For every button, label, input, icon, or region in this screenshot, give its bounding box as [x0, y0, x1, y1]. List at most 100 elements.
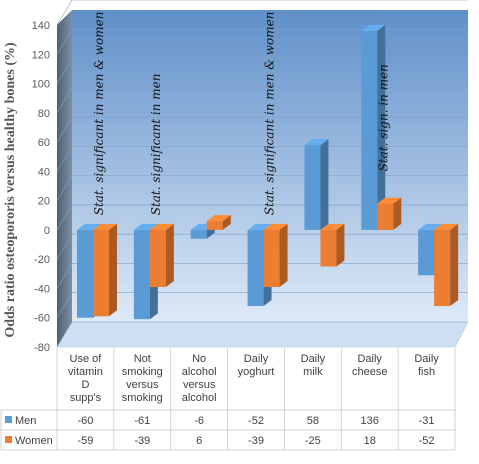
- bar-women: [377, 197, 402, 230]
- data-label: -31: [419, 415, 435, 427]
- bar-men: [361, 24, 386, 230]
- gridline-side: [56, 234, 73, 260]
- data-label: 6: [196, 435, 202, 447]
- bar-front: [190, 229, 207, 239]
- x-tick-label: Daily milk: [301, 353, 326, 378]
- data-label: -59: [77, 435, 93, 447]
- bar-front: [247, 229, 264, 307]
- x-tick-label: Daily yoghurt: [238, 353, 275, 378]
- bar-front: [263, 229, 280, 287]
- bar-top: [263, 223, 288, 230]
- bars: [77, 24, 459, 320]
- y-tick-label: 0: [44, 225, 50, 237]
- x-tick-label: Daily cheese: [352, 353, 387, 378]
- bar-side: [279, 223, 288, 287]
- bar-women: [263, 223, 288, 287]
- bar-side: [450, 223, 459, 307]
- bar-front: [133, 229, 150, 320]
- y-tick-label: 40: [38, 166, 50, 178]
- bar-front: [418, 229, 435, 276]
- bar-side: [320, 139, 329, 230]
- data-label: 18: [364, 435, 376, 447]
- x-tick-label: Daily fish: [414, 353, 439, 378]
- bar-top: [149, 223, 174, 230]
- data-label: -25: [305, 435, 321, 447]
- data-label: 58: [307, 415, 319, 427]
- bar-women: [93, 223, 117, 317]
- bar-front: [320, 229, 337, 267]
- bar-women: [320, 223, 345, 267]
- data-label: -6: [194, 415, 204, 427]
- y-tick-label: -80: [34, 342, 50, 354]
- gridline-side: [56, 58, 73, 84]
- bar-side: [222, 215, 231, 230]
- legend-swatch: [5, 436, 12, 443]
- data-label: 136: [361, 415, 379, 427]
- y-tick-label: 60: [38, 137, 50, 149]
- gridline-side: [56, 292, 73, 318]
- bar-front: [377, 203, 394, 230]
- data-label: -61: [134, 415, 150, 427]
- bar-front: [304, 145, 321, 230]
- annotation: Stat. sign. in men: [376, 64, 390, 171]
- y-tick-label: -20: [34, 254, 50, 266]
- bar-front: [206, 221, 223, 230]
- bar-women: [206, 215, 231, 230]
- bar-top: [361, 24, 386, 31]
- y-axis-title: Odds ratio osteopororis versus healthy b…: [3, 42, 18, 338]
- bar-top: [304, 139, 329, 146]
- y-tick-label: 80: [38, 108, 50, 120]
- bar-women: [434, 223, 459, 307]
- gridline-side: [56, 175, 73, 201]
- x-tick-label: Not smoking versus smoking: [122, 353, 163, 404]
- annotation: Stat. significant in men & women: [92, 12, 106, 216]
- data-label: -39: [248, 435, 264, 447]
- y-axis-ticks: -80 -60 -40 -20 0 20 40 60 80 100 120 140: [32, 20, 50, 354]
- bar-front: [434, 229, 451, 307]
- bar-women: [149, 223, 174, 287]
- gridline-side: [56, 146, 73, 172]
- bar-side: [393, 197, 402, 230]
- annotations: Stat. significant in men & women Stat. si…: [92, 12, 390, 216]
- bar-men: [304, 139, 329, 230]
- bar-front: [149, 229, 166, 287]
- gridline-side: [56, 321, 73, 348]
- data-label: -60: [77, 415, 93, 427]
- bar-front: [361, 30, 378, 230]
- legend-swatch: [5, 416, 12, 423]
- bar-top: [93, 223, 117, 230]
- bar-side: [377, 24, 386, 230]
- gridline-side: [56, 87, 73, 113]
- y-tick-label: 20: [38, 196, 50, 208]
- gridline-side: [56, 0, 73, 26]
- floor: [56, 321, 469, 348]
- annotation: Stat. significant in men & women: [263, 12, 277, 216]
- data-label: -52: [419, 435, 435, 447]
- bar-top: [206, 215, 231, 222]
- gridline-side: [56, 29, 73, 55]
- gridline-side: [56, 116, 73, 143]
- bar-front: [93, 229, 109, 317]
- y-tick-label: 120: [32, 49, 50, 61]
- y-tick-label: 140: [32, 20, 50, 32]
- bar-side: [165, 223, 174, 287]
- bar-side: [336, 223, 345, 267]
- bar-top: [377, 197, 402, 204]
- data-label: -52: [248, 415, 264, 427]
- gridline-side: [56, 263, 73, 289]
- y-tick-label: -60: [34, 313, 50, 325]
- y-tick-label: -40: [34, 283, 50, 295]
- y-tick-label: 100: [32, 79, 50, 91]
- legend-label: Men: [15, 415, 36, 427]
- x-tick-label: No alcohol versus alcohol: [182, 353, 217, 404]
- bar-side: [109, 223, 117, 317]
- data-label: -39: [134, 435, 150, 447]
- annotation: Stat. significant in men: [149, 74, 163, 216]
- bar-front: [77, 229, 93, 318]
- bar-top: [320, 223, 345, 230]
- gridline-side: [56, 204, 73, 231]
